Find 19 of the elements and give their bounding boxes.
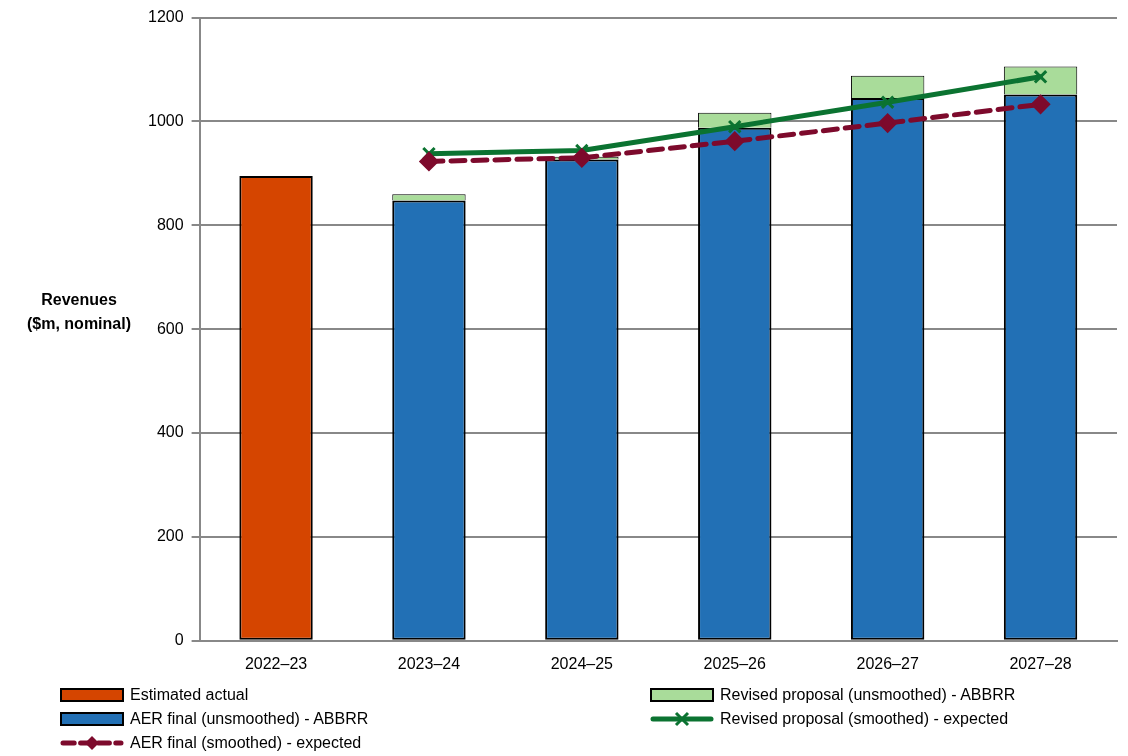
y-tick-label: 1000: [148, 111, 184, 129]
y-tick-label: 600: [156, 319, 184, 337]
x-tick-label: 2022–23: [244, 654, 308, 672]
legend-label: AER final (unsmoothed) - ABBRR: [130, 710, 369, 728]
x-tick-label: 2024–25: [550, 654, 614, 672]
x-tick-label: 2026–27: [856, 654, 919, 672]
legend-label: Estimated actual: [130, 686, 249, 704]
legend-label: AER final (smoothed) - expected: [130, 734, 362, 752]
y-tick-label: 200: [156, 527, 184, 545]
y-axis-title: Revenues ($m, nominal): [26, 290, 132, 334]
y-tick-label: 400: [156, 423, 184, 441]
legend-label: Revised proposal (unsmoothed) - ABBRR: [720, 686, 1016, 704]
y-tick-label: 1200: [148, 8, 184, 26]
x-tick-label: 2025–26: [703, 654, 766, 672]
x-tick-label: 2023–24: [397, 654, 461, 672]
y-tick-label: 800: [156, 215, 184, 233]
legend-label: Revised proposal (smoothed) - expected: [720, 710, 1009, 728]
y-tick-label: 0: [174, 631, 184, 649]
x-tick-label: 2027–28: [1009, 654, 1072, 672]
